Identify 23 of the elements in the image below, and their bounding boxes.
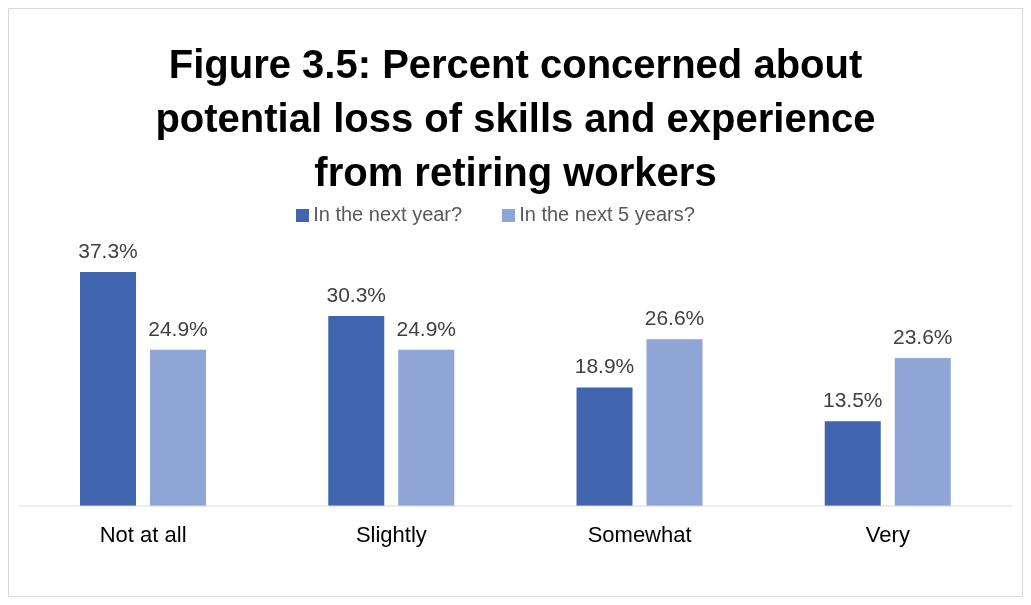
x-tick-label: Not at all [99, 521, 187, 547]
bar [328, 315, 385, 506]
bar [646, 339, 703, 506]
data-label: 37.3% [78, 239, 138, 262]
bar [398, 349, 455, 506]
bar [894, 357, 951, 506]
bar [824, 421, 881, 506]
data-label: 24.9% [396, 316, 457, 340]
bar [576, 387, 633, 506]
data-label: 13.5% [822, 388, 883, 412]
bar [80, 272, 136, 506]
data-label: 26.6% [644, 306, 705, 330]
legend-label: In the next 5 years? [519, 203, 695, 225]
x-tick-label: Very [865, 521, 910, 547]
bar [150, 349, 206, 506]
legend-label: In the next year? [313, 203, 463, 225]
data-label: 30.3% [326, 282, 387, 306]
x-tick-label: Slightly [355, 521, 427, 547]
data-label: 24.9% [148, 316, 208, 340]
data-label: 18.9% [574, 354, 635, 378]
chart-title: Figure 3.5: Percent concerned about potential loss of skills and experience from retiring workers [154, 41, 877, 196]
data-label: 23.6% [892, 324, 953, 348]
x-tick-label: Somewhat [587, 521, 692, 547]
